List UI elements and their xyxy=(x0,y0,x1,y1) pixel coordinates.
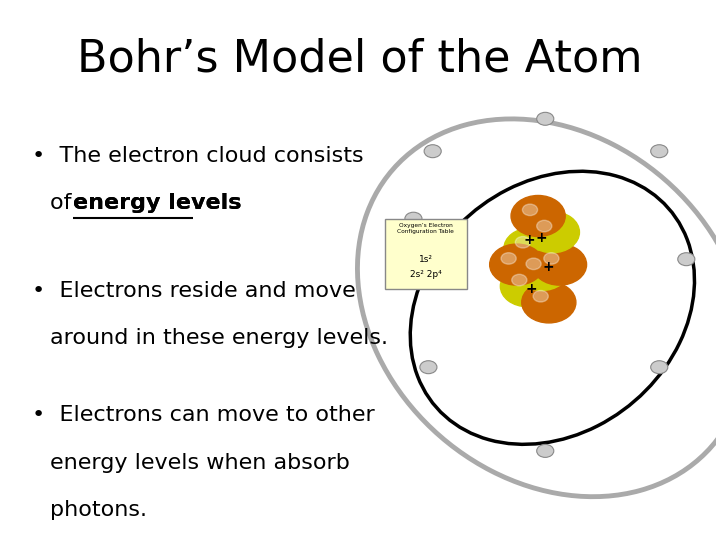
Text: photons.: photons. xyxy=(50,500,147,520)
Circle shape xyxy=(405,212,422,225)
Circle shape xyxy=(536,220,552,232)
Text: •  Electrons can move to other: • Electrons can move to other xyxy=(32,405,375,425)
Circle shape xyxy=(678,253,695,266)
Circle shape xyxy=(526,258,541,269)
Text: +: + xyxy=(523,233,536,247)
Text: energy levels when absorb: energy levels when absorb xyxy=(50,453,350,472)
Circle shape xyxy=(522,282,576,323)
Circle shape xyxy=(424,145,441,158)
Text: •  Electrons reside and move: • Electrons reside and move xyxy=(32,281,356,301)
Circle shape xyxy=(532,244,587,285)
Circle shape xyxy=(500,266,554,307)
Text: Oxygen’s Electron
Configuration Table: Oxygen’s Electron Configuration Table xyxy=(397,223,454,234)
Circle shape xyxy=(651,361,668,374)
Circle shape xyxy=(536,112,554,125)
Circle shape xyxy=(544,253,559,264)
Text: Bohr’s Model of the Atom: Bohr’s Model of the Atom xyxy=(77,38,643,81)
Circle shape xyxy=(516,237,531,248)
Circle shape xyxy=(490,244,544,285)
Circle shape xyxy=(515,249,569,291)
Text: 2s² 2p⁴: 2s² 2p⁴ xyxy=(410,270,442,279)
Text: +: + xyxy=(525,282,537,296)
Circle shape xyxy=(526,212,580,253)
Circle shape xyxy=(523,204,538,215)
Text: energy levels: energy levels xyxy=(73,193,241,213)
Text: of: of xyxy=(50,193,78,213)
Circle shape xyxy=(512,274,527,286)
Text: +: + xyxy=(536,231,547,245)
Circle shape xyxy=(536,444,554,457)
Text: 1s²: 1s² xyxy=(419,255,433,265)
Text: +: + xyxy=(543,260,554,274)
Circle shape xyxy=(651,145,668,158)
Circle shape xyxy=(501,253,516,264)
Text: energy levels: energy levels xyxy=(73,193,241,213)
Text: around in these energy levels.: around in these energy levels. xyxy=(50,328,388,348)
Circle shape xyxy=(420,361,437,374)
Text: .: . xyxy=(192,193,199,213)
Circle shape xyxy=(504,228,558,269)
Text: •  The electron cloud consists: • The electron cloud consists xyxy=(32,146,364,166)
Circle shape xyxy=(511,195,565,237)
Circle shape xyxy=(533,291,548,302)
FancyBboxPatch shape xyxy=(385,219,467,289)
